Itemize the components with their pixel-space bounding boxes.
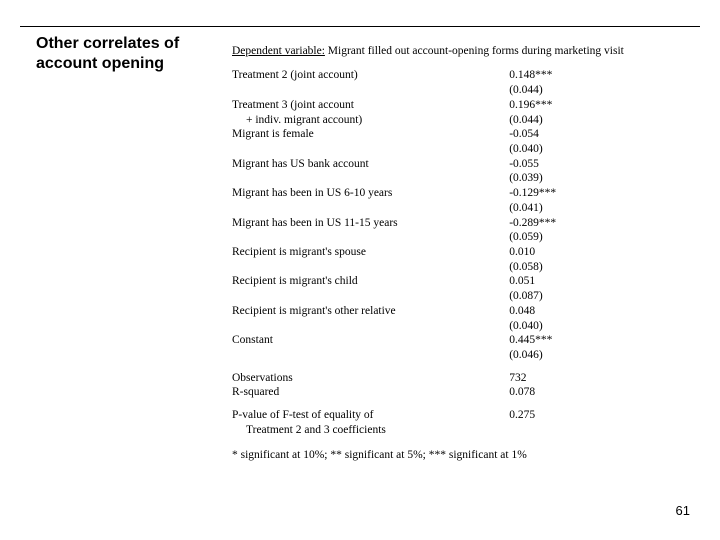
- obs-label: Observations: [232, 371, 509, 386]
- table-row: Constant 0.445***: [232, 333, 652, 348]
- row-label: Migrant is female: [232, 127, 509, 142]
- table-row: (0.044): [232, 83, 652, 98]
- row-se: (0.058): [509, 260, 652, 275]
- table-row: R-squared 0.078: [232, 385, 652, 400]
- row-se: (0.040): [509, 142, 652, 157]
- table-row: (0.039): [232, 171, 652, 186]
- table-row: Migrant has been in US 6-10 years -0.129…: [232, 186, 652, 201]
- row-se: (0.044): [509, 83, 652, 98]
- r2-value: 0.078: [509, 385, 652, 400]
- row-coef: 0.196***: [509, 98, 652, 113]
- content-block: Dependent variable: Migrant filled out a…: [232, 44, 652, 462]
- row-se: (0.046): [509, 348, 652, 363]
- row-se: (0.039): [509, 171, 652, 186]
- row-coef: 0.445***: [509, 333, 652, 348]
- r2-label: R-squared: [232, 385, 509, 400]
- row-coef: 0.010: [509, 245, 652, 260]
- row-label: Migrant has been in US 11-15 years: [232, 216, 509, 231]
- row-label: Recipient is migrant's child: [232, 274, 509, 289]
- row-coef: 0.051: [509, 274, 652, 289]
- table-row: (0.040): [232, 142, 652, 157]
- top-rule: [20, 26, 700, 27]
- regression-table: Treatment 2 (joint account) 0.148*** (0.…: [232, 68, 652, 437]
- table-row: (0.059): [232, 230, 652, 245]
- table-row: (0.040): [232, 319, 652, 334]
- ftest-label: P-value of F-test of equality of: [232, 408, 509, 423]
- table-row: P-value of F-test of equality of 0.275: [232, 408, 652, 423]
- table-row: (0.046): [232, 348, 652, 363]
- row-label: Migrant has been in US 6-10 years: [232, 186, 509, 201]
- significance-note: * significant at 10%; ** significant at …: [232, 448, 652, 462]
- depvar-label: Dependent variable:: [232, 45, 325, 57]
- table-row: Recipient is migrant's spouse 0.010: [232, 245, 652, 260]
- row-coef: 0.148***: [509, 68, 652, 83]
- table-row: Migrant has been in US 11-15 years -0.28…: [232, 216, 652, 231]
- table-row: Migrant has US bank account -0.055: [232, 157, 652, 172]
- table-row: Observations 732: [232, 371, 652, 386]
- table-row: Treatment 2 and 3 coefficients: [232, 423, 652, 438]
- table-row: (0.058): [232, 260, 652, 275]
- ftest-label-cont: Treatment 2 and 3 coefficients: [232, 423, 386, 438]
- table-row: + indiv. migrant account) (0.044): [232, 113, 652, 128]
- dependent-variable: Dependent variable: Migrant filled out a…: [232, 44, 652, 58]
- row-label: Treatment 3 (joint account: [232, 98, 509, 113]
- row-coef: -0.055: [509, 157, 652, 172]
- table-row: Recipient is migrant's child 0.051: [232, 274, 652, 289]
- row-se: (0.044): [509, 113, 652, 128]
- obs-value: 732: [509, 371, 652, 386]
- row-label: Constant: [232, 333, 509, 348]
- row-coef: -0.289***: [509, 216, 652, 231]
- row-label: Migrant has US bank account: [232, 157, 509, 172]
- table-row: Treatment 3 (joint account 0.196***: [232, 98, 652, 113]
- row-se: (0.041): [509, 201, 652, 216]
- table-row: Migrant is female -0.054: [232, 127, 652, 142]
- row-se: (0.040): [509, 319, 652, 334]
- table-row: (0.087): [232, 289, 652, 304]
- depvar-text: Migrant filled out account-opening forms…: [325, 45, 624, 57]
- table-row: (0.041): [232, 201, 652, 216]
- row-label: Recipient is migrant's other relative: [232, 304, 509, 319]
- page-number: 61: [676, 503, 690, 518]
- row-label: Treatment 2 (joint account): [232, 68, 509, 83]
- slide-title: Other correlates of account opening: [36, 34, 206, 74]
- ftest-value: 0.275: [509, 408, 652, 423]
- row-coef: -0.129***: [509, 186, 652, 201]
- row-coef: -0.054: [509, 127, 652, 142]
- row-se: (0.087): [509, 289, 652, 304]
- table-row: Treatment 2 (joint account) 0.148***: [232, 68, 652, 83]
- table-row: Recipient is migrant's other relative 0.…: [232, 304, 652, 319]
- row-label: Recipient is migrant's spouse: [232, 245, 509, 260]
- row-label-cont: + indiv. migrant account): [232, 113, 362, 128]
- row-coef: 0.048: [509, 304, 652, 319]
- row-se: (0.059): [509, 230, 652, 245]
